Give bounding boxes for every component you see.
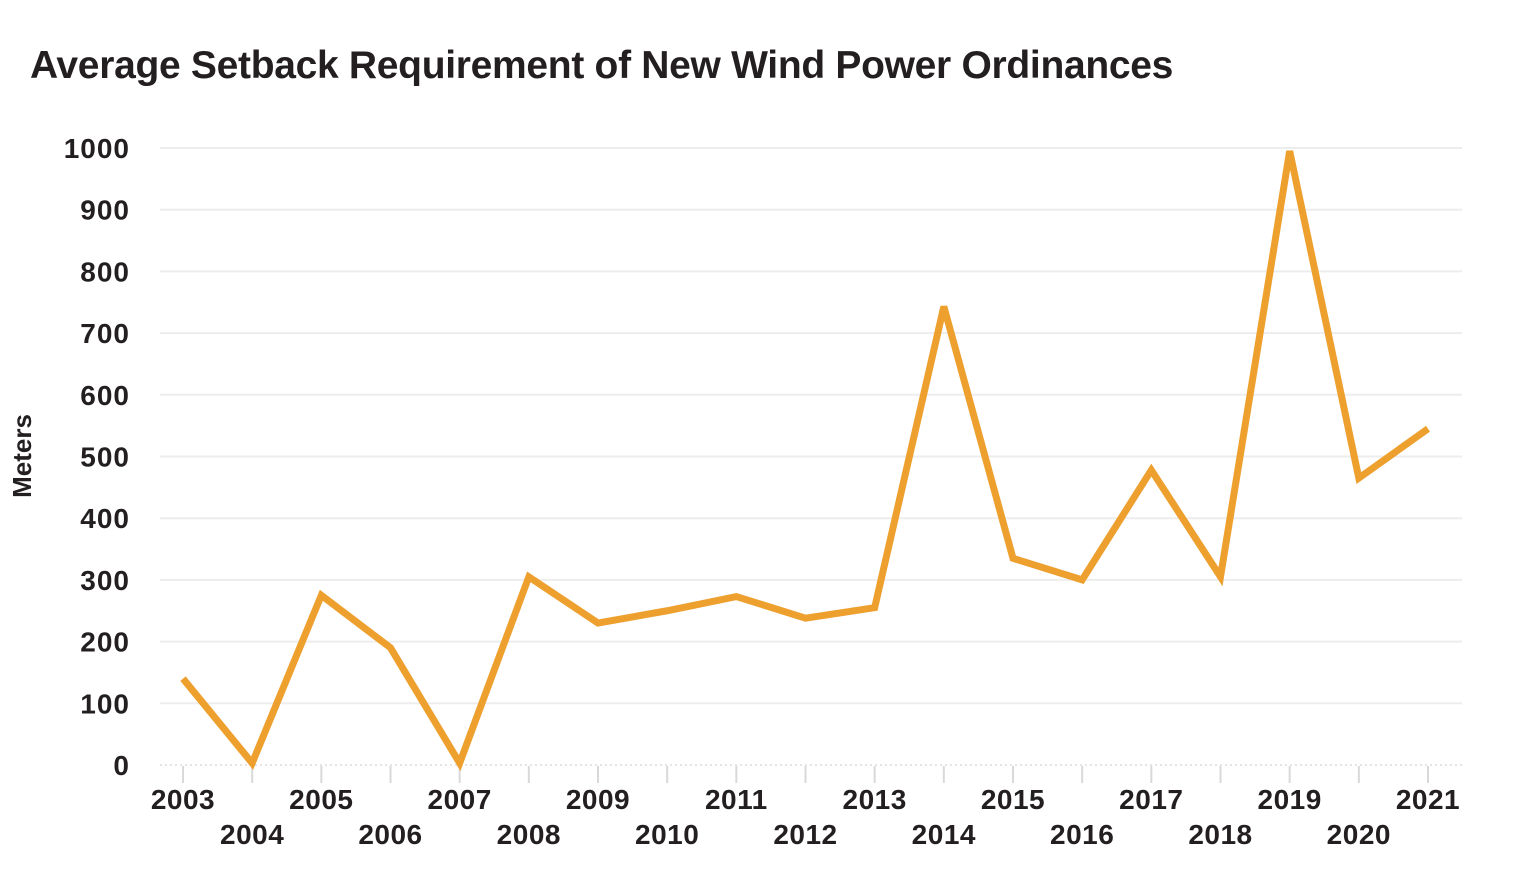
x-tick-label: 2012	[773, 819, 837, 850]
x-tick-label: 2019	[1258, 784, 1322, 815]
y-tick-label: 600	[80, 380, 130, 411]
plot-area: 0 100 200 300 400 500 600 700 800 900 1000 20032004…	[64, 133, 1462, 850]
x-tick-label: 2016	[1050, 819, 1114, 850]
x-tick-label: 2014	[912, 819, 976, 850]
x-tick-label: 2011	[705, 784, 768, 815]
y-tick-label: 700	[80, 318, 130, 349]
x-tick-label: 2017	[1119, 784, 1183, 815]
y-axis-title: Meters	[7, 414, 37, 498]
x-tick-label: 2003	[151, 784, 215, 815]
x-tick-label: 2021	[1396, 784, 1460, 815]
y-tick-label: 200	[80, 627, 130, 658]
x-tick-label: 2004	[220, 819, 284, 850]
y-tick-label: 800	[80, 256, 130, 287]
x-tick-label: 2008	[497, 819, 561, 850]
y-tick-label: 900	[80, 195, 130, 226]
x-tick-label: 2005	[289, 784, 353, 815]
x-tick-label: 2015	[981, 784, 1045, 815]
data-line-series	[180, 150, 1431, 772]
y-tick-label: 300	[80, 565, 130, 596]
y-tick-label: 0	[113, 750, 130, 781]
x-tick-label: 2007	[428, 784, 492, 815]
x-tick-label: 2020	[1327, 819, 1391, 850]
chart-title: Average Setback Requirement of New Wind …	[30, 44, 1174, 87]
y-tick-label: 400	[80, 503, 130, 534]
y-tick-label: 500	[80, 442, 130, 473]
x-tick-label: 2009	[566, 784, 630, 815]
x-tick-label: 2013	[843, 784, 907, 815]
x-tick-label: 2010	[635, 819, 699, 850]
y-tick-label: 1000	[64, 133, 130, 164]
y-tick-label: 100	[80, 688, 130, 719]
x-tick-label: 2006	[358, 819, 422, 850]
x-tick-label: 2018	[1188, 819, 1252, 850]
